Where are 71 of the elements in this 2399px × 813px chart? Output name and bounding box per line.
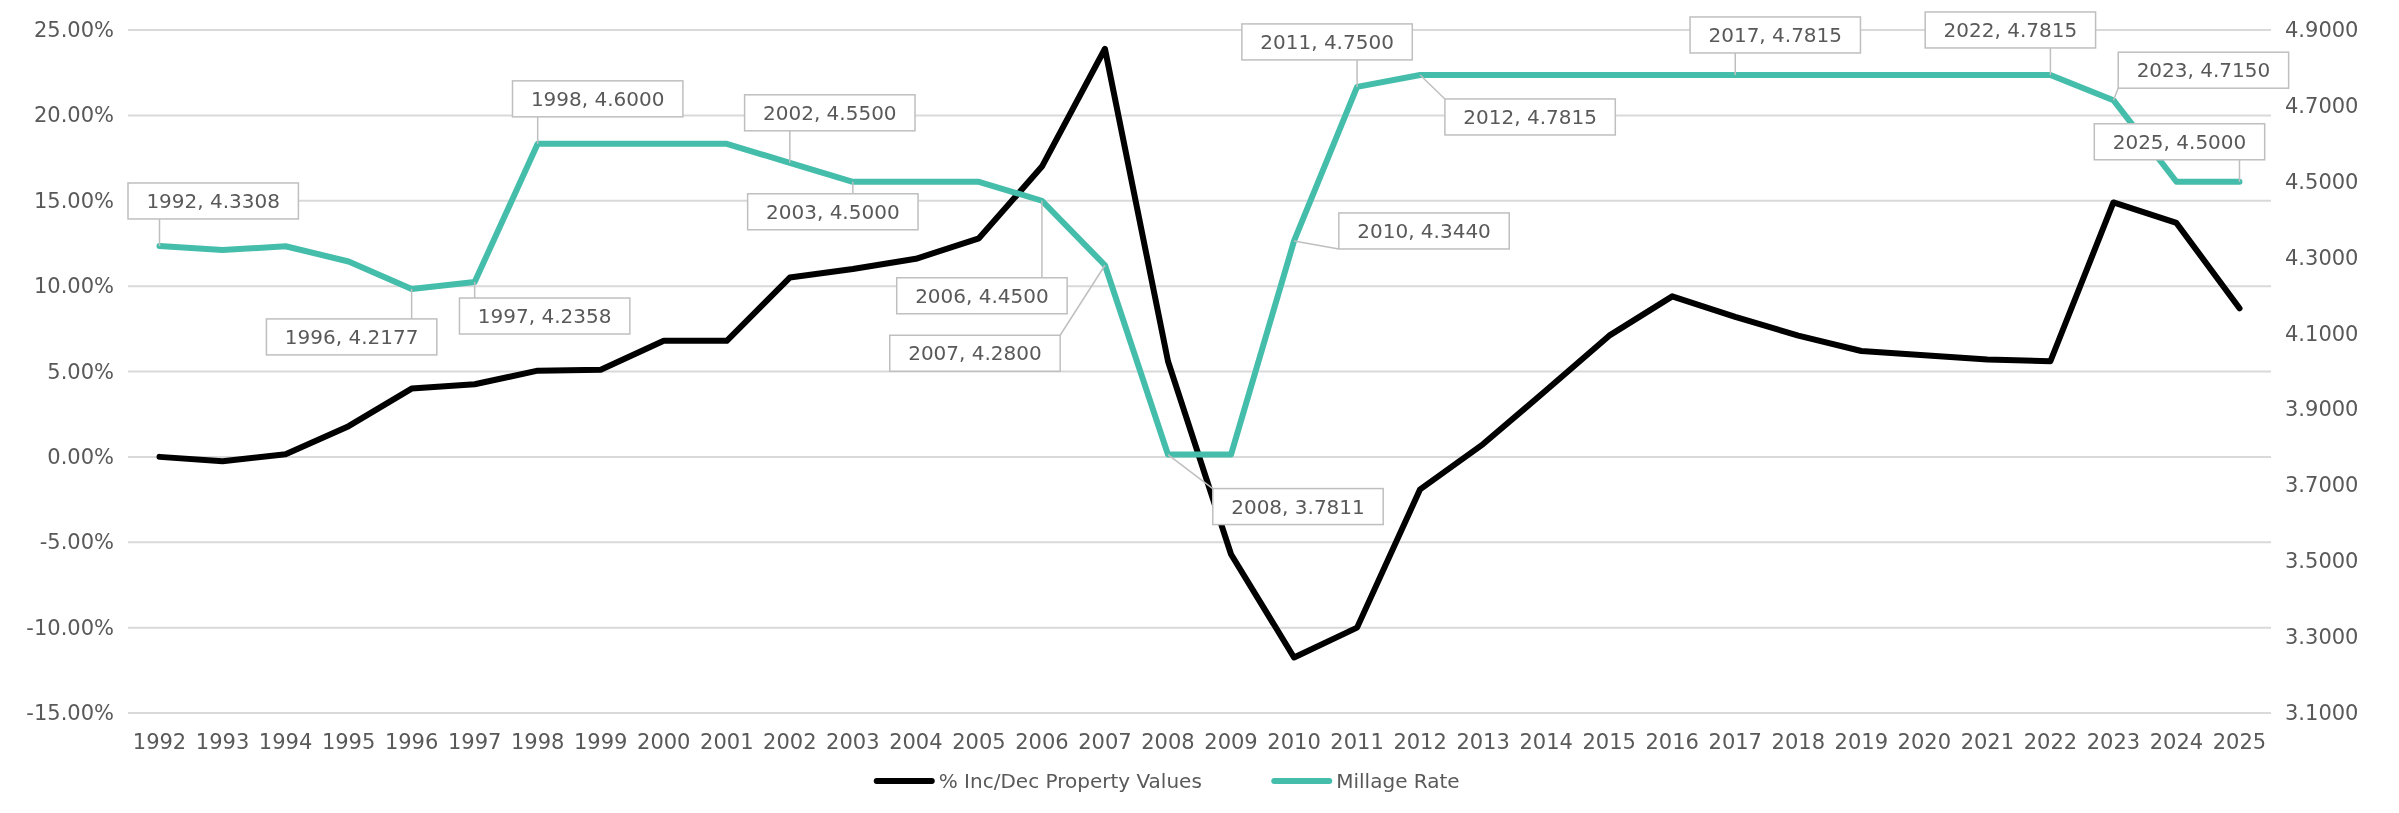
y-tick-label: -15.00%	[26, 701, 114, 725]
y-tick-label: 0.00%	[47, 444, 114, 469]
y-tick-label: 25.00%	[33, 18, 114, 42]
x-tick-label: 1995	[321, 730, 376, 754]
y-tick-label: 10.00%	[33, 274, 114, 299]
x-tick-label: 1993	[195, 730, 250, 754]
x-tick-label: 2021	[1960, 730, 2015, 754]
x-tick-label: 1997	[447, 730, 502, 754]
data-label: 2023, 4.7150	[2136, 58, 2271, 83]
x-tick-label: 2007	[1078, 730, 1132, 754]
x-tick-label: 2018	[1771, 730, 1826, 754]
x-tick-label: 1992	[132, 730, 187, 754]
legend-label: % Inc/Dec Property Values	[938, 769, 1202, 793]
y2-tick-label: 4.1000	[2285, 321, 2359, 346]
data-label: 2003, 4.5000	[766, 199, 900, 224]
x-tick-label: 2025	[2212, 730, 2267, 754]
y2-tick-label: 3.9000	[2285, 397, 2359, 422]
data-label: 2002, 4.5500	[763, 100, 897, 125]
data-label: 2012, 4.7815	[1463, 104, 1597, 129]
y2-tick-label: 3.7000	[2285, 473, 2359, 498]
data-label: 1992, 4.3308	[146, 188, 280, 213]
x-tick-label: 2019	[1834, 730, 1889, 754]
y2-tick-label: 4.7000	[2285, 93, 2359, 118]
data-label: 2025, 4.5000	[2112, 129, 2247, 154]
legend-label: Millage Rate	[1336, 769, 1460, 793]
x-tick-label: 2002	[763, 730, 817, 754]
y-tick-label: 5.00%	[47, 359, 114, 384]
x-tick-label: 2015	[1582, 730, 1636, 754]
x-tick-label: 2010	[1267, 730, 1321, 754]
data-label: 2017, 4.7815	[1708, 22, 1843, 47]
x-tick-label: 2013	[1456, 730, 1510, 754]
x-tick-label: 1996	[384, 730, 439, 754]
data-label: 2011, 4.7500	[1260, 29, 1394, 54]
x-tick-label: 1994	[258, 730, 313, 754]
x-tick-label: 2004	[889, 730, 943, 754]
data-label: 2008, 3.7811	[1231, 494, 1365, 519]
x-tick-label: 2000	[637, 730, 691, 754]
y-tick-label: 15.00%	[33, 188, 114, 213]
y2-tick-label: 3.1000	[2285, 701, 2359, 725]
x-tick-label: 2003	[826, 730, 880, 754]
x-tick-label: 2016	[1645, 730, 1699, 754]
x-tick-label: 2024	[2149, 730, 2204, 754]
data-label: 2022, 4.7815	[1943, 17, 2078, 42]
data-label: 2010, 4.3440	[1357, 218, 1491, 243]
x-tick-label: 2022	[2023, 730, 2078, 754]
data-label: 1998, 4.6000	[530, 86, 665, 111]
x-tick-label: 2014	[1519, 730, 1573, 754]
y2-tick-label: 3.5000	[2285, 549, 2359, 574]
x-tick-label: 2011	[1330, 730, 1384, 754]
data-label: 1996, 4.2177	[284, 324, 419, 349]
x-tick-label: 2020	[1897, 730, 1952, 754]
y-tick-label: -10.00%	[26, 615, 114, 640]
x-tick-label: 2009	[1204, 730, 1258, 754]
data-label: 2006, 4.4500	[915, 283, 1049, 308]
data-label: 2007, 4.2800	[908, 341, 1042, 366]
x-tick-label: 2001	[700, 730, 754, 754]
data-label: 1997, 4.2358	[477, 304, 612, 329]
y2-tick-label: 3.3000	[2285, 625, 2359, 650]
y2-tick-label: 4.9000	[2285, 18, 2359, 42]
y-tick-label: 20.00%	[33, 103, 114, 128]
x-tick-label: 1999	[573, 730, 628, 754]
y-tick-label: -5.00%	[39, 530, 114, 555]
x-tick-label: 1998	[510, 730, 565, 754]
x-tick-label: 2008	[1141, 730, 1195, 754]
x-tick-label: 2005	[952, 730, 1006, 754]
x-tick-label: 2006	[1015, 730, 1069, 754]
x-tick-label: 2023	[2086, 730, 2141, 754]
x-tick-label: 2012	[1393, 730, 1447, 754]
x-tick-label: 2017	[1708, 730, 1762, 754]
y2-tick-label: 4.5000	[2285, 169, 2359, 194]
y2-tick-label: 4.3000	[2285, 245, 2359, 270]
